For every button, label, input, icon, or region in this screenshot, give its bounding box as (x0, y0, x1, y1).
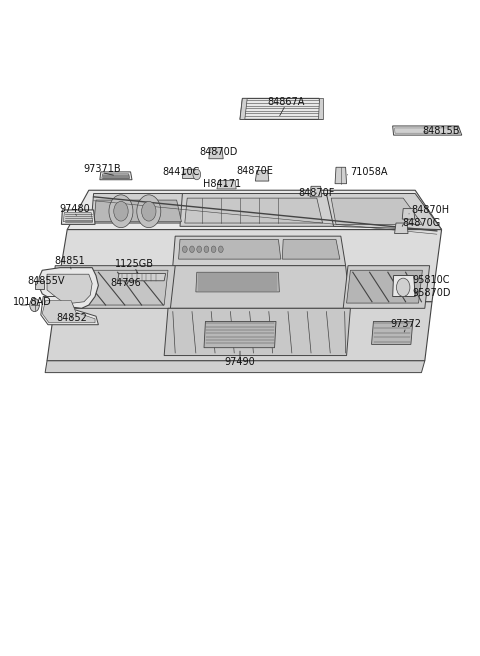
Polygon shape (310, 186, 322, 197)
Polygon shape (240, 98, 247, 119)
Polygon shape (168, 266, 350, 308)
Text: 71058A: 71058A (350, 167, 388, 177)
Text: H84171: H84171 (203, 178, 241, 189)
Polygon shape (182, 169, 198, 178)
Circle shape (197, 246, 202, 253)
Polygon shape (42, 300, 95, 323)
Polygon shape (335, 167, 347, 184)
Polygon shape (240, 98, 323, 119)
Text: 97480: 97480 (59, 203, 90, 214)
Text: 1018AD: 1018AD (13, 297, 52, 307)
Text: 84870F: 84870F (299, 188, 335, 198)
Polygon shape (179, 239, 281, 259)
Polygon shape (52, 266, 175, 308)
Circle shape (182, 246, 187, 253)
Polygon shape (102, 174, 130, 178)
Polygon shape (173, 236, 346, 266)
Text: 84870G: 84870G (402, 218, 441, 228)
Text: 84796: 84796 (110, 278, 141, 289)
Text: 97371B: 97371B (83, 164, 120, 174)
Circle shape (114, 201, 128, 221)
Polygon shape (55, 270, 168, 305)
Polygon shape (47, 302, 432, 361)
Polygon shape (204, 321, 276, 348)
Polygon shape (47, 274, 92, 303)
Text: 84851: 84851 (54, 256, 85, 266)
Polygon shape (282, 239, 340, 259)
Circle shape (109, 195, 133, 228)
Polygon shape (395, 223, 408, 234)
Text: 84870D: 84870D (199, 147, 238, 157)
Polygon shape (67, 190, 442, 230)
Polygon shape (318, 98, 323, 119)
Polygon shape (61, 210, 95, 224)
Text: 84815B: 84815B (422, 126, 460, 136)
Circle shape (218, 246, 223, 253)
Polygon shape (217, 180, 236, 189)
Circle shape (211, 246, 216, 253)
Polygon shape (372, 321, 413, 344)
Text: 84870E: 84870E (236, 165, 273, 176)
Text: 84855V: 84855V (28, 276, 65, 286)
Polygon shape (180, 194, 336, 226)
Polygon shape (196, 272, 279, 292)
Polygon shape (45, 361, 425, 373)
Text: 84867A: 84867A (267, 96, 304, 107)
Circle shape (193, 169, 201, 180)
Polygon shape (118, 274, 166, 281)
Text: 97372: 97372 (391, 319, 421, 329)
Polygon shape (343, 266, 430, 308)
Circle shape (30, 298, 39, 312)
Polygon shape (326, 194, 442, 230)
Polygon shape (94, 200, 181, 222)
Polygon shape (63, 213, 93, 222)
Text: 95810C: 95810C (413, 275, 450, 285)
Polygon shape (331, 198, 422, 224)
Text: 84410C: 84410C (163, 167, 200, 177)
Circle shape (396, 278, 410, 297)
Circle shape (137, 195, 161, 228)
Circle shape (204, 246, 209, 253)
Circle shape (142, 201, 156, 221)
Polygon shape (255, 171, 269, 181)
Text: 1125GB: 1125GB (115, 258, 154, 269)
Text: 84870H: 84870H (412, 205, 450, 215)
Polygon shape (393, 126, 462, 135)
Polygon shape (55, 230, 442, 302)
Polygon shape (38, 268, 98, 308)
Polygon shape (347, 270, 422, 303)
Polygon shape (100, 172, 132, 180)
Text: 95870D: 95870D (413, 287, 451, 298)
Polygon shape (91, 194, 190, 223)
Polygon shape (164, 308, 350, 356)
Polygon shape (393, 276, 415, 297)
Circle shape (190, 246, 194, 253)
Polygon shape (402, 209, 415, 219)
Polygon shape (41, 297, 98, 325)
Polygon shape (185, 198, 323, 223)
Polygon shape (395, 128, 460, 133)
Polygon shape (395, 276, 412, 290)
Text: 97490: 97490 (225, 357, 255, 367)
Polygon shape (35, 281, 44, 289)
Polygon shape (209, 148, 223, 159)
Text: 84852: 84852 (57, 312, 87, 323)
